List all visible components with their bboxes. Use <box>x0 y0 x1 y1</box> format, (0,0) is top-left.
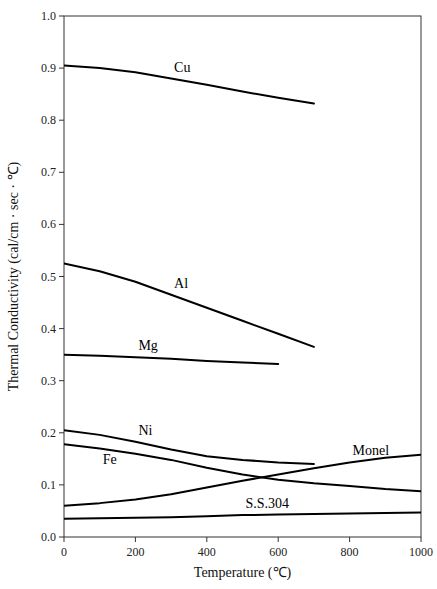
y-tick-label: 0.5 <box>41 270 56 284</box>
x-tick-label: 800 <box>341 545 359 559</box>
y-tick-label: 0.2 <box>41 426 56 440</box>
series-label: Al <box>174 276 188 291</box>
background <box>0 0 437 589</box>
y-tick-label: 1.0 <box>41 9 56 23</box>
y-tick <box>59 432 64 433</box>
x-tick-label: 0 <box>61 545 67 559</box>
y-tick <box>59 172 64 173</box>
axes: 0 200 400 600 800 1000 0.0 0.1 0.2 0.3 0.4 0.5 0.6 0.… <box>41 9 433 559</box>
y-tick <box>59 484 64 485</box>
y-axis-label: Thermal Conductivity (cal/cm · sec · ℃) <box>6 161 22 391</box>
series-line <box>64 263 314 346</box>
series-line <box>64 513 421 519</box>
series-label: Ni <box>138 423 152 438</box>
y-tick-label: 0.1 <box>41 478 56 492</box>
y-tick-label: 0.9 <box>41 61 56 75</box>
y-tick-label: 0.0 <box>41 530 56 544</box>
series-label: Fe <box>103 452 117 467</box>
chart: 0 200 400 600 800 1000 0.0 0.1 0.2 0.3 0.4 0.5 0.6 0.… <box>0 0 437 589</box>
y-tick <box>59 68 64 69</box>
x-tick-label: 400 <box>198 545 216 559</box>
x-tick <box>278 537 279 542</box>
series-line <box>64 430 314 464</box>
series-line <box>64 444 421 491</box>
x-tick <box>421 537 422 542</box>
plot-frame <box>64 16 421 537</box>
y-tick <box>59 120 64 121</box>
series-label: S.S.304 <box>246 496 290 511</box>
x-axis-label: Temperature (℃) <box>194 565 292 581</box>
lines <box>64 66 421 519</box>
series-line <box>64 455 421 506</box>
y-tick <box>59 16 64 17</box>
x-tick <box>135 537 136 542</box>
x-tick <box>206 537 207 542</box>
x-tick-label: 600 <box>269 545 287 559</box>
y-tick <box>59 276 64 277</box>
x-tick-label: 200 <box>126 545 144 559</box>
y-tick-label: 0.6 <box>41 217 56 231</box>
y-tick <box>59 328 64 329</box>
y-tick <box>59 224 64 225</box>
series-label: Monel <box>353 443 390 458</box>
y-tick <box>59 537 64 538</box>
y-tick-label: 0.4 <box>41 322 56 336</box>
series-label: Cu <box>174 60 190 75</box>
x-tick-label: 1000 <box>409 545 433 559</box>
series-labels: Cu Al Mg Ni Fe Monel S.S.304 <box>103 60 390 512</box>
y-tick-label: 0.8 <box>41 113 56 127</box>
y-tick <box>59 380 64 381</box>
series-label: Mg <box>138 338 157 353</box>
x-tick <box>349 537 350 542</box>
y-tick-label: 0.7 <box>41 165 56 179</box>
series-line <box>64 355 278 364</box>
y-tick-label: 0.3 <box>41 374 56 388</box>
x-tick <box>64 537 65 542</box>
